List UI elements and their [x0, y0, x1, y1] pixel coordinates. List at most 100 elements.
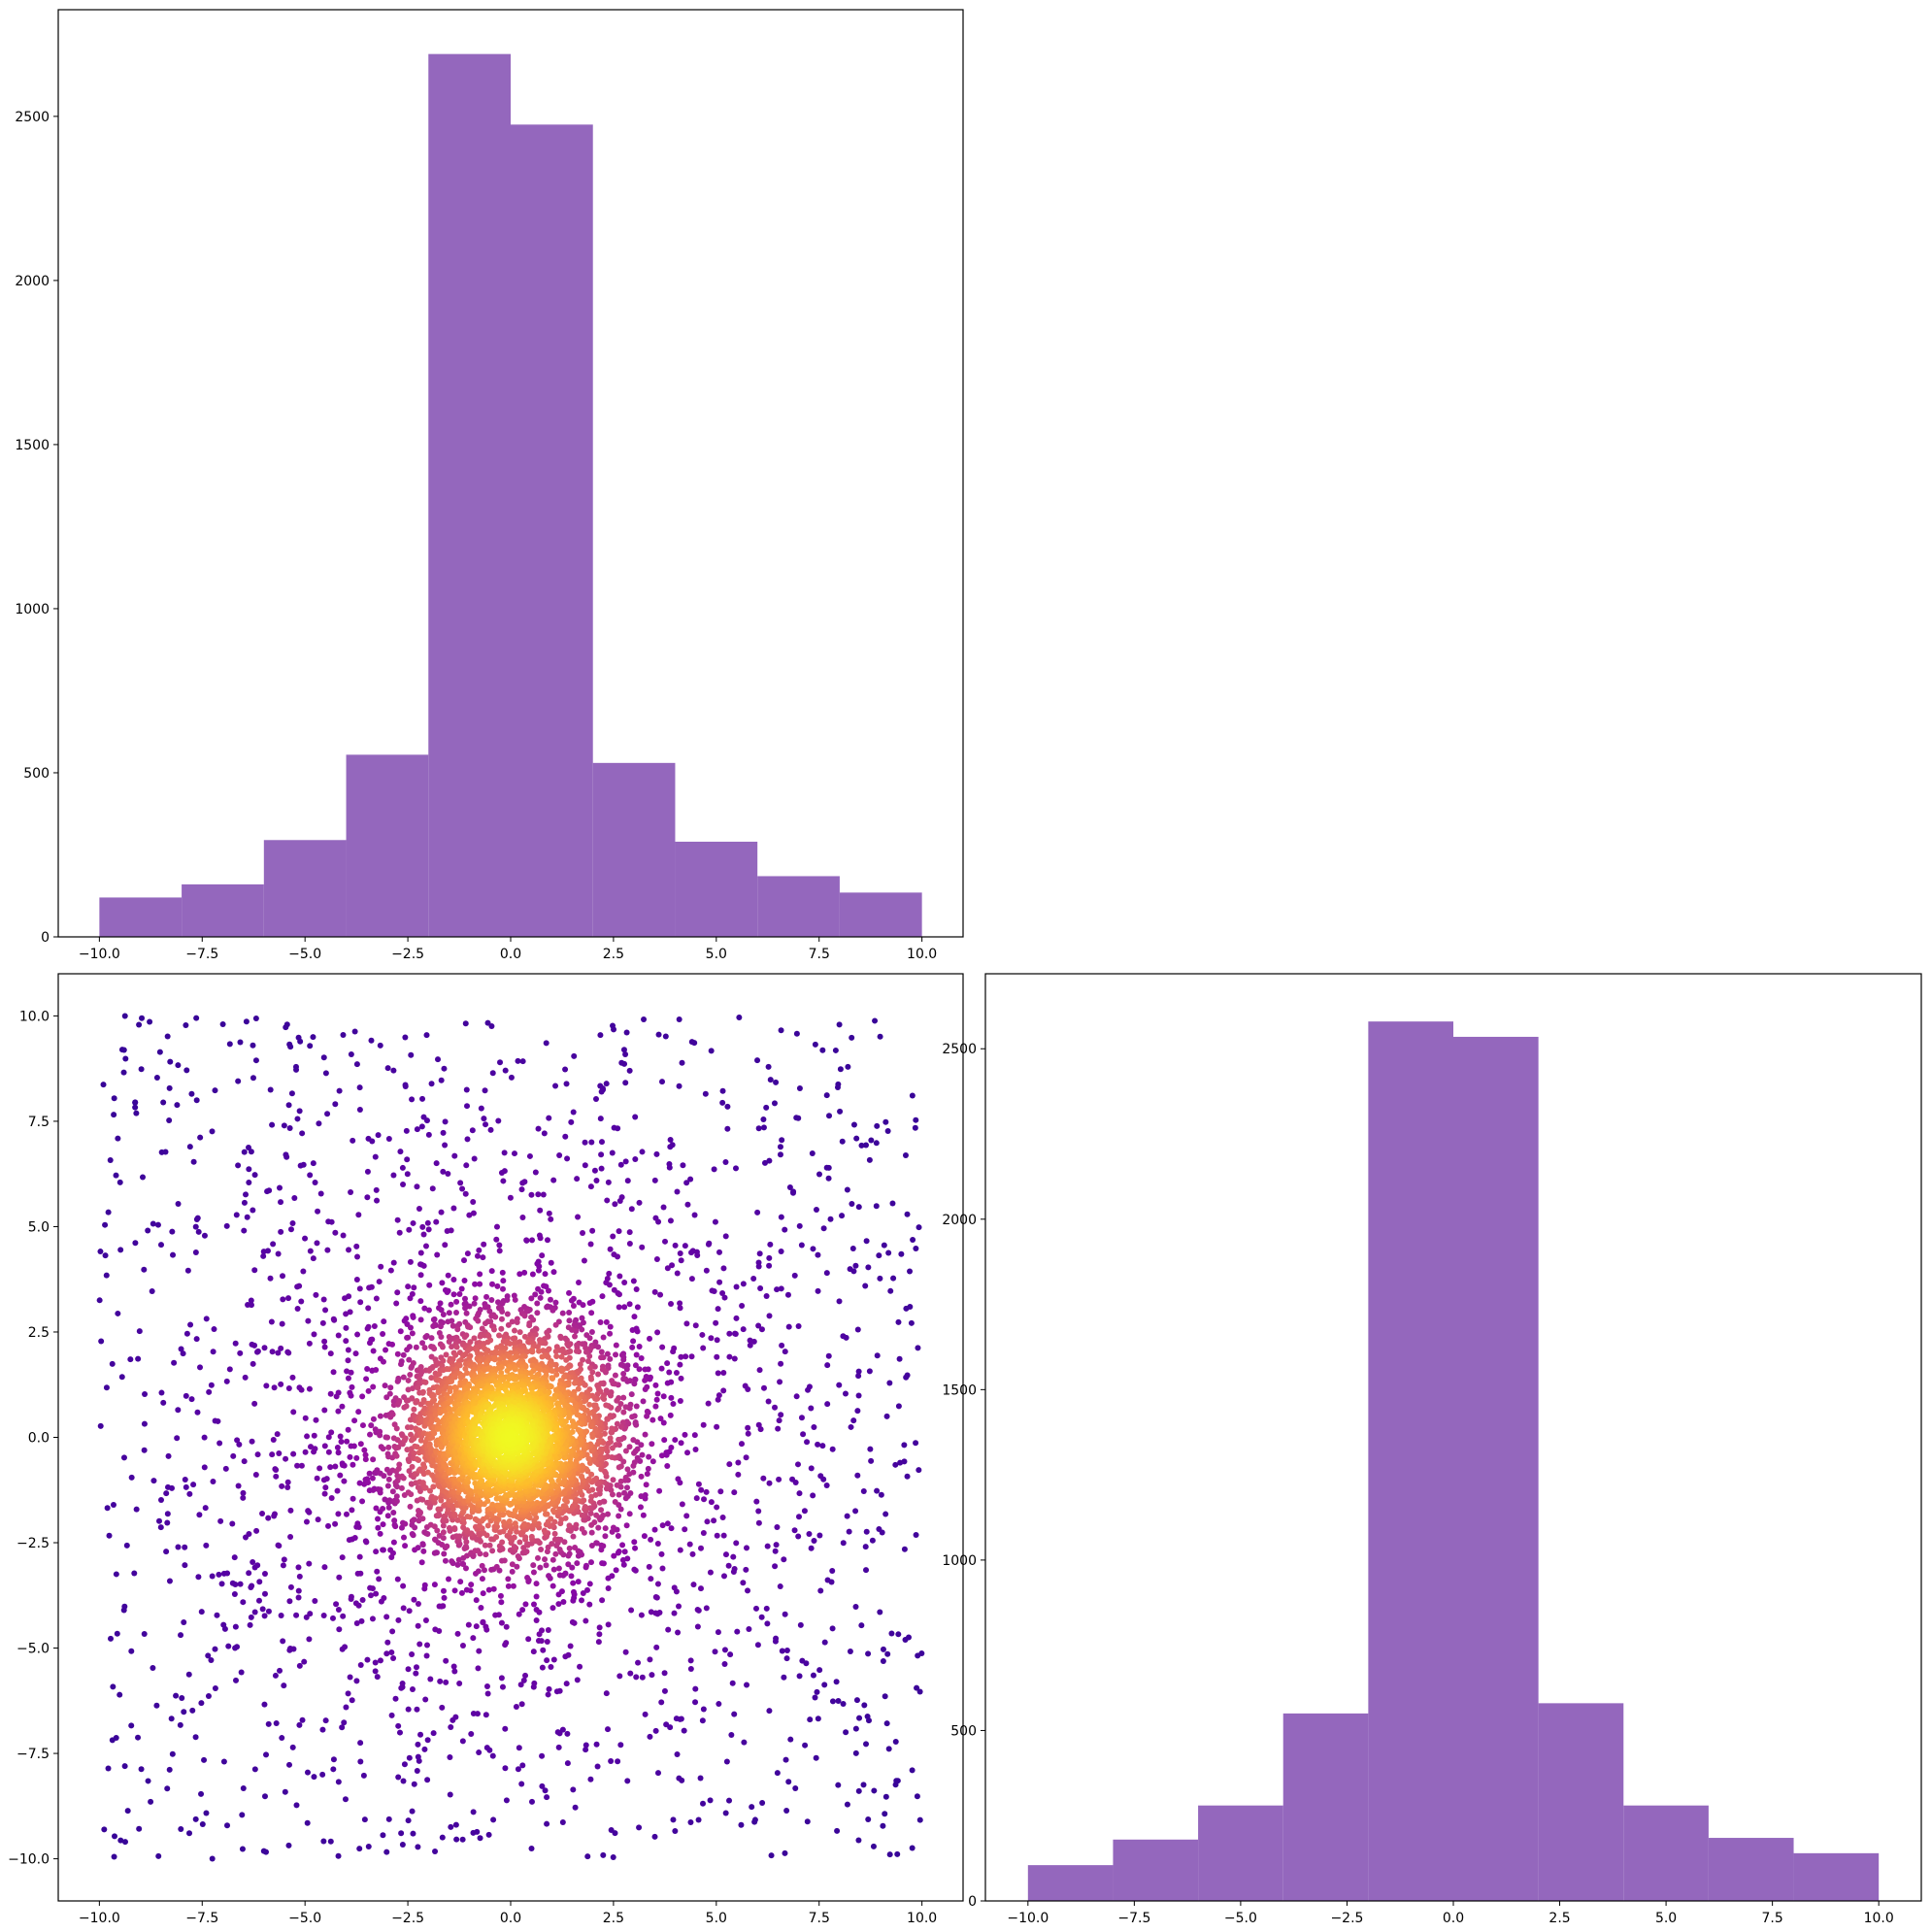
bottom-left-scatter-point	[466, 1303, 473, 1310]
bottom-left-scatter-point	[664, 1520, 671, 1527]
bottom-left-scatter-point	[535, 1637, 542, 1644]
bottom-left-scatter-point	[544, 1657, 550, 1664]
bottom-left-scatter-point	[622, 1649, 629, 1655]
bottom-left-scatter-point	[398, 1524, 405, 1531]
bottom-left-scatter-point	[677, 1300, 683, 1307]
bottom-left-scatter-point	[660, 1419, 667, 1426]
bottom-left-scatter-point	[335, 1332, 342, 1339]
bottom-left-scatter-point	[250, 1075, 256, 1082]
bottom-left-scatter-point	[370, 1456, 377, 1463]
bottom-left-scatter-point	[373, 1505, 380, 1512]
bottom-left-scatter-point	[284, 1479, 291, 1485]
bottom-left-scatter-point	[878, 1491, 884, 1498]
bottom-left-scatter-point	[546, 1287, 552, 1294]
bottom-left-scatter-point	[524, 1575, 531, 1582]
bottom-left-scatter-point	[356, 1480, 363, 1486]
bottom-left-scatter-point	[450, 1291, 457, 1298]
bottom-left-scatter-point	[755, 1508, 762, 1515]
bottom-left-scatter-point	[328, 1429, 335, 1436]
bottom-left-scatter-point	[862, 1544, 869, 1550]
bottom-left-scatter-point	[802, 1742, 809, 1749]
bottom-left-scatter-point	[771, 1100, 778, 1107]
bottom-left-scatter-point	[335, 1449, 342, 1456]
bottom-left-scatter-point	[470, 1809, 477, 1815]
bottom-left-scatter-point	[778, 1412, 784, 1418]
bottom-left-scatter-point	[774, 1770, 781, 1777]
bottom-left-scatter-point	[649, 1416, 656, 1423]
bottom-left-scatter-point	[842, 1390, 849, 1397]
bottom-left-scatter-point	[740, 1281, 747, 1287]
bottom-left-scatter-point	[715, 1629, 721, 1636]
bottom-left-scatter-point	[837, 1066, 844, 1073]
bottom-left-scatter-point	[731, 1711, 738, 1717]
bottom-left-scatter-point	[863, 1528, 870, 1535]
bottom-left-scatter-point	[633, 1286, 640, 1293]
bottom-left-scatter-point	[623, 1522, 630, 1529]
bottom-left-scatter-point	[810, 1672, 816, 1679]
bottom-left-scatter-point	[683, 1353, 689, 1360]
bottom-left-scatter-point	[599, 1394, 606, 1401]
bottom-left-scatter-point	[265, 1720, 272, 1727]
bottom-left-scatter-point	[778, 1248, 784, 1254]
bottom-left-scatter-point	[355, 1212, 362, 1218]
bottom-left-scatter-point	[688, 1039, 695, 1046]
bottom-left-scatter-point	[395, 1722, 402, 1729]
bottom-left-scatter-point	[251, 1766, 258, 1773]
top-left-histogram-ytick-label: 1500	[15, 438, 50, 453]
bottom-left-scatter-point	[475, 1665, 482, 1672]
bottom-left-scatter-point	[586, 1401, 593, 1408]
bottom-left-scatter-point	[504, 1311, 511, 1317]
bottom-left-scatter-point	[813, 1207, 819, 1214]
bottom-left-scatter-point	[569, 1618, 576, 1625]
bottom-left-scatter-point	[150, 1665, 156, 1672]
bottom-left-scatter-point	[285, 1349, 292, 1356]
bottom-left-scatter-point	[492, 1349, 499, 1356]
bottom-left-scatter-point	[777, 1151, 783, 1158]
bottom-left-scatter-point	[600, 1851, 607, 1858]
bottom-left-scatter-point	[890, 1275, 897, 1282]
bottom-left-scatter-point	[426, 1441, 433, 1448]
bottom-left-scatter-point	[595, 1485, 602, 1492]
bottom-left-scatter-point	[390, 1172, 397, 1179]
bottom-left-scatter-point	[361, 1816, 368, 1823]
bottom-left-scatter-point	[786, 1183, 793, 1190]
bottom-left-scatter-point	[140, 1174, 147, 1181]
bottom-left-scatter-point	[755, 1125, 762, 1132]
bottom-left-scatter-point	[365, 1844, 372, 1850]
bottom-left-scatter-point	[580, 1589, 586, 1596]
top-left-histogram-bar	[511, 124, 593, 937]
bottom-left-scatter-point	[587, 1422, 594, 1429]
bottom-left-scatter-point	[166, 1766, 173, 1773]
bottom-left-scatter-point	[212, 1087, 218, 1094]
top-left-histogram-xtick-label: 2.5	[603, 947, 624, 962]
bottom-left-scatter-point	[635, 1659, 642, 1666]
bottom-left-scatter-point	[570, 1580, 577, 1586]
bottom-left-scatter-point	[604, 1350, 611, 1357]
bottom-left-scatter-point	[307, 1172, 314, 1179]
bottom-left-scatter-point	[396, 1229, 403, 1236]
bottom-left-scatter-point	[368, 1422, 375, 1429]
bottom-left-scatter-point	[422, 1379, 429, 1385]
bottom-left-scatter-point	[438, 1209, 445, 1216]
bottom-left-scatter-point	[327, 1350, 334, 1357]
bottom-left-scatter-point	[241, 1149, 248, 1155]
bottom-left-scatter-point	[549, 1605, 556, 1612]
bottom-left-scatter-point	[250, 1207, 256, 1214]
bottom-left-scatter-point	[871, 1787, 878, 1794]
bottom-left-scatter-point	[476, 1536, 483, 1543]
bottom-left-scatter-point	[546, 1210, 552, 1216]
bottom-left-scatter-point	[512, 1296, 518, 1303]
bottom-left-scatter-point	[768, 1852, 775, 1859]
bottom-left-scatter-point	[670, 1400, 677, 1407]
bottom-left-scatter-point	[716, 1392, 722, 1399]
bottom-left-scatter-point	[435, 1056, 442, 1063]
bottom-left-scatter-point	[810, 1246, 816, 1252]
bottom-left-scatter-point	[384, 1513, 391, 1519]
bottom-left-scatter-point	[359, 1498, 366, 1505]
bottom-left-scatter-point	[607, 1355, 614, 1362]
bottom-left-scatter-point	[608, 1429, 615, 1436]
bottom-left-scatter-point	[733, 1315, 740, 1321]
bottom-left-scatter-point	[141, 1266, 148, 1273]
bottom-left-scatter-point	[628, 1391, 635, 1398]
bottom-left-scatter-point	[516, 1329, 523, 1336]
